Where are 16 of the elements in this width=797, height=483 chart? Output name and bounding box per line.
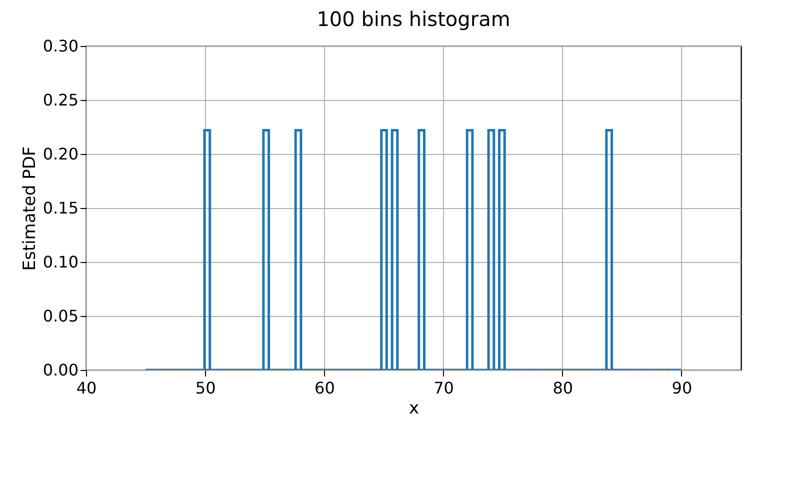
x-tick-label: 60 bbox=[314, 378, 335, 398]
x-tick-label: 90 bbox=[672, 378, 692, 398]
y-tick-label: 0.30 bbox=[42, 36, 78, 56]
y-tick-label: 0.25 bbox=[42, 90, 78, 110]
x-tick-label: 50 bbox=[195, 378, 216, 398]
y-tick-label: 0.05 bbox=[42, 306, 78, 326]
x-axis-title: x bbox=[408, 398, 420, 418]
x-tick-label: 40 bbox=[76, 378, 97, 398]
x-tick-label: 80 bbox=[552, 378, 574, 398]
y-tick-label: 0.10 bbox=[42, 252, 78, 272]
y-tick-label: 0.15 bbox=[42, 198, 78, 218]
y-tick-label: 0.00 bbox=[42, 360, 78, 380]
chart-title: 100 bins histogram bbox=[316, 7, 510, 31]
x-tick-label: 70 bbox=[434, 378, 454, 398]
y-axis-title: Estimated PDF bbox=[20, 146, 40, 271]
y-tick-label: 0.20 bbox=[42, 144, 78, 164]
